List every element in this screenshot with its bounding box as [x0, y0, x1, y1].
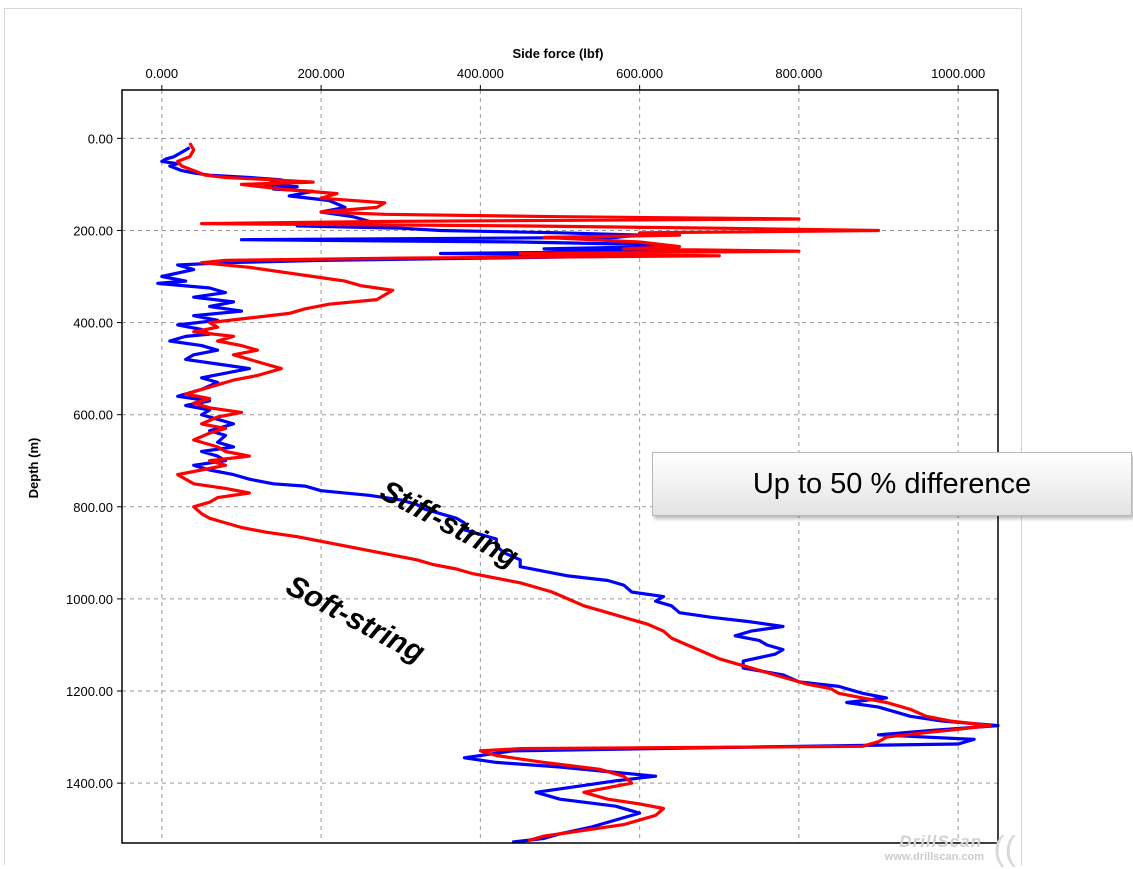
x-tick-label: 400.000 [457, 66, 504, 81]
y-tick-label: 600.00 [73, 408, 113, 423]
y-tick-label: 1200.00 [66, 684, 113, 699]
y-axis-title: Depth (m) [26, 438, 41, 499]
x-tick-labels: 0.000 200.000 400.000 600.000 800.000 1000.00… [146, 66, 985, 90]
x-tick-label: 0.000 [146, 66, 179, 81]
difference-callout: Up to 50 % difference [652, 452, 1132, 516]
x-axis-title: Side force (lbf) [512, 46, 603, 61]
x-tick-label: 1000.000 [931, 66, 985, 81]
watermark-arc-icon: (( [993, 830, 1016, 868]
y-tick-label: 200.00 [73, 223, 113, 238]
stiff-string-series-line [156, 146, 1000, 844]
x-tick-label: 200.000 [298, 66, 345, 81]
x-tick-label: 800.000 [775, 66, 822, 81]
watermark-logo: DrillScan [899, 832, 982, 851]
y-tick-label: 800.00 [73, 500, 113, 515]
y-tick-label: 1000.00 [66, 592, 113, 607]
y-tick-label: 0.00 [88, 131, 113, 146]
y-tick-label: 1400.00 [66, 776, 113, 791]
soft-string-series-line [176, 142, 992, 843]
x-tick-label: 600.000 [616, 66, 663, 81]
series-lines [156, 142, 1000, 844]
y-tick-labels: 0.00 200.00 400.00 600.00 800.00 1000.00 1200.… [66, 131, 122, 791]
watermark: DrillScan www.drillscan.com (( [822, 830, 1022, 868]
watermark-url: www.drillscan.com [884, 851, 984, 863]
y-tick-label: 400.00 [73, 316, 113, 331]
